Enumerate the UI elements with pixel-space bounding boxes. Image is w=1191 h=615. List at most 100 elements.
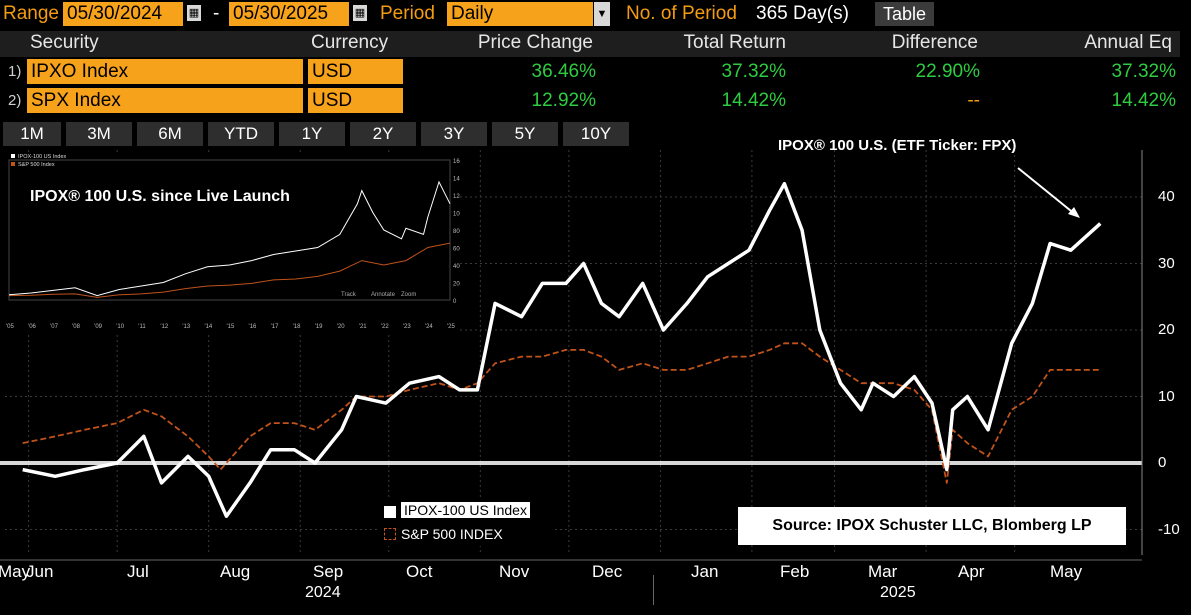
inset-legend-swatch xyxy=(11,154,15,158)
start-calendar-icon[interactable]: ▦ xyxy=(187,5,201,21)
chart-legend: IPOX-100 US Index S&P 500 INDEX xyxy=(377,498,555,546)
period-button-10y[interactable]: 10Y xyxy=(563,122,629,146)
inset-x-tick-label: '20 xyxy=(337,324,345,330)
end-date-field[interactable]: 05/30/2025 xyxy=(229,2,349,26)
inset-frame xyxy=(8,159,451,301)
inset-x-tick-label: '10 xyxy=(116,324,124,330)
inset-x-tick-label: '22 xyxy=(381,324,389,330)
y-tick-label: -10 xyxy=(1158,520,1180,538)
year-divider xyxy=(653,575,654,605)
y-tick-label: 40 xyxy=(1158,188,1175,205)
date-separator: - xyxy=(213,3,220,24)
inset-x-tick-label: '11 xyxy=(138,324,146,330)
legend-swatch-spx xyxy=(384,528,396,540)
header-currency: Currency xyxy=(311,32,389,53)
row-number: 1) xyxy=(8,63,22,80)
security-cell[interactable]: SPX Index xyxy=(27,88,303,113)
inset-y-tick-label: 1000 xyxy=(453,212,460,218)
period-button-6m[interactable]: 6M xyxy=(137,122,203,146)
difference-value: 22.90% xyxy=(915,61,980,82)
inset-x-tick-label: '15 xyxy=(227,324,235,330)
x-tick-label: May xyxy=(0,562,31,581)
period-button-1y[interactable]: 1Y xyxy=(279,122,345,146)
inset-control-track[interactable]: Track xyxy=(341,292,357,298)
inset-x-tick-label: '09 xyxy=(94,324,102,330)
header-difference: Difference xyxy=(891,32,978,53)
total-return-value: 37.32% xyxy=(721,61,786,82)
table-button[interactable]: Table xyxy=(875,2,935,26)
x-tick-label: Jul xyxy=(127,562,149,581)
inset-x-tick-label: '23 xyxy=(403,324,411,330)
y-tick-label: 0 xyxy=(1158,454,1167,471)
difference-value: -- xyxy=(967,90,980,111)
price-change-value: 12.92% xyxy=(531,90,596,111)
currency-cell[interactable]: USD xyxy=(308,88,403,113)
inset-legend-swatch xyxy=(11,162,15,166)
inset-x-tick-label: '05 xyxy=(6,324,14,330)
annotation-arrow-icon xyxy=(1017,167,1080,218)
annual-eq-value: 14.42% xyxy=(1111,90,1176,111)
inset-x-tick-label: '12 xyxy=(160,324,168,330)
inset-x-tick-label: '24 xyxy=(425,324,433,330)
inset-y-tick-label: 800 xyxy=(453,229,460,235)
inset-x-tick-label: '16 xyxy=(249,324,257,330)
inset-title: IPOX® 100 U.S. since Live Launch xyxy=(30,188,290,205)
legend-label-ipox: IPOX-100 US Index xyxy=(401,502,530,518)
period-select[interactable]: Daily xyxy=(447,2,593,26)
inset-y-tick-label: 1200 xyxy=(453,194,460,200)
x-tick-label: Jan xyxy=(691,562,719,581)
inset-chart-panel: 0 200 400 600 800 1000 1200 1400 1600 '05 '06 '07 '0… xyxy=(5,152,467,332)
row-number: 2) xyxy=(8,92,22,109)
inset-x-tick-label: '21 xyxy=(359,324,367,330)
security-cell[interactable]: IPXO Index xyxy=(27,59,303,84)
x-tick-label: Oct xyxy=(406,562,433,581)
inset-y-tick-label: 1400 xyxy=(453,177,460,183)
inset-x-tick-label: '18 xyxy=(293,324,301,330)
header-security: Security xyxy=(30,32,99,53)
period-button-5y[interactable]: 5Y xyxy=(492,122,558,146)
x-tick-label: Feb xyxy=(780,562,810,581)
currency-cell[interactable]: USD xyxy=(308,59,403,84)
y-tick-label: 10 xyxy=(1158,387,1175,405)
num-period-value[interactable]: 365 Day(s) xyxy=(756,3,849,24)
period-button-3y[interactable]: 3Y xyxy=(421,122,487,146)
period-label: Period xyxy=(380,3,435,24)
end-calendar-icon[interactable]: ▦ xyxy=(353,5,367,21)
inset-control-annotate[interactable]: Annotate xyxy=(371,292,396,298)
inset-x-tick-label: '17 xyxy=(271,324,279,330)
chevron-down-icon[interactable]: ▼ xyxy=(594,2,610,26)
period-button-1m[interactable]: 1M xyxy=(3,122,61,146)
inset-control-zoom[interactable]: Zoom xyxy=(401,292,416,298)
x-tick-label: Apr xyxy=(958,562,985,581)
legend-swatch-ipox xyxy=(384,506,396,518)
y-tick-label: 20 xyxy=(1158,321,1175,338)
inset-x-tick-label: '13 xyxy=(182,324,190,330)
inset-x-tick-label: '25 xyxy=(447,324,455,330)
inset-series-spx xyxy=(8,242,451,298)
start-date-field[interactable]: 05/30/2024 xyxy=(63,2,183,26)
header-price-change: Price Change xyxy=(477,32,593,53)
year-label-2025: 2025 xyxy=(880,584,916,601)
x-tick-label: May xyxy=(1050,562,1083,581)
header-total-return: Total Return xyxy=(683,32,786,53)
period-button-ytd[interactable]: YTD xyxy=(208,122,274,146)
main-line-chart[interactable] xyxy=(0,150,1191,615)
inset-y-tick-label: 400 xyxy=(453,264,460,270)
table-header-row xyxy=(0,31,1180,57)
x-tick-label: Mar xyxy=(868,562,898,581)
inset-x-tick-label: '07 xyxy=(50,324,58,330)
inset-x-tick-label: '06 xyxy=(28,324,36,330)
period-button-3m[interactable]: 3M xyxy=(66,122,132,146)
inset-y-tick-label: 600 xyxy=(453,247,460,253)
x-tick-label: Sep xyxy=(313,562,344,581)
x-tick-label: Jun xyxy=(26,562,54,581)
y-tick-label: 30 xyxy=(1158,254,1175,272)
inset-y-tick-label: 1600 xyxy=(453,159,460,165)
fpx-annotation: IPOX® 100 U.S. (ETF Ticker: FPX) xyxy=(778,137,1017,154)
source-note: Source: IPOX Schuster LLC, Blomberg LP xyxy=(738,507,1126,545)
x-tick-label: Aug xyxy=(220,562,251,581)
inset-line-chart: 0 200 400 600 800 1000 1200 1400 1600 '05 '06 '07 '0… xyxy=(6,154,467,330)
period-button-2y[interactable]: 2Y xyxy=(350,122,416,146)
inset-legend-label: IPOX-100 US Index xyxy=(18,154,67,160)
inset-x-tick-label: '14 xyxy=(204,324,212,330)
